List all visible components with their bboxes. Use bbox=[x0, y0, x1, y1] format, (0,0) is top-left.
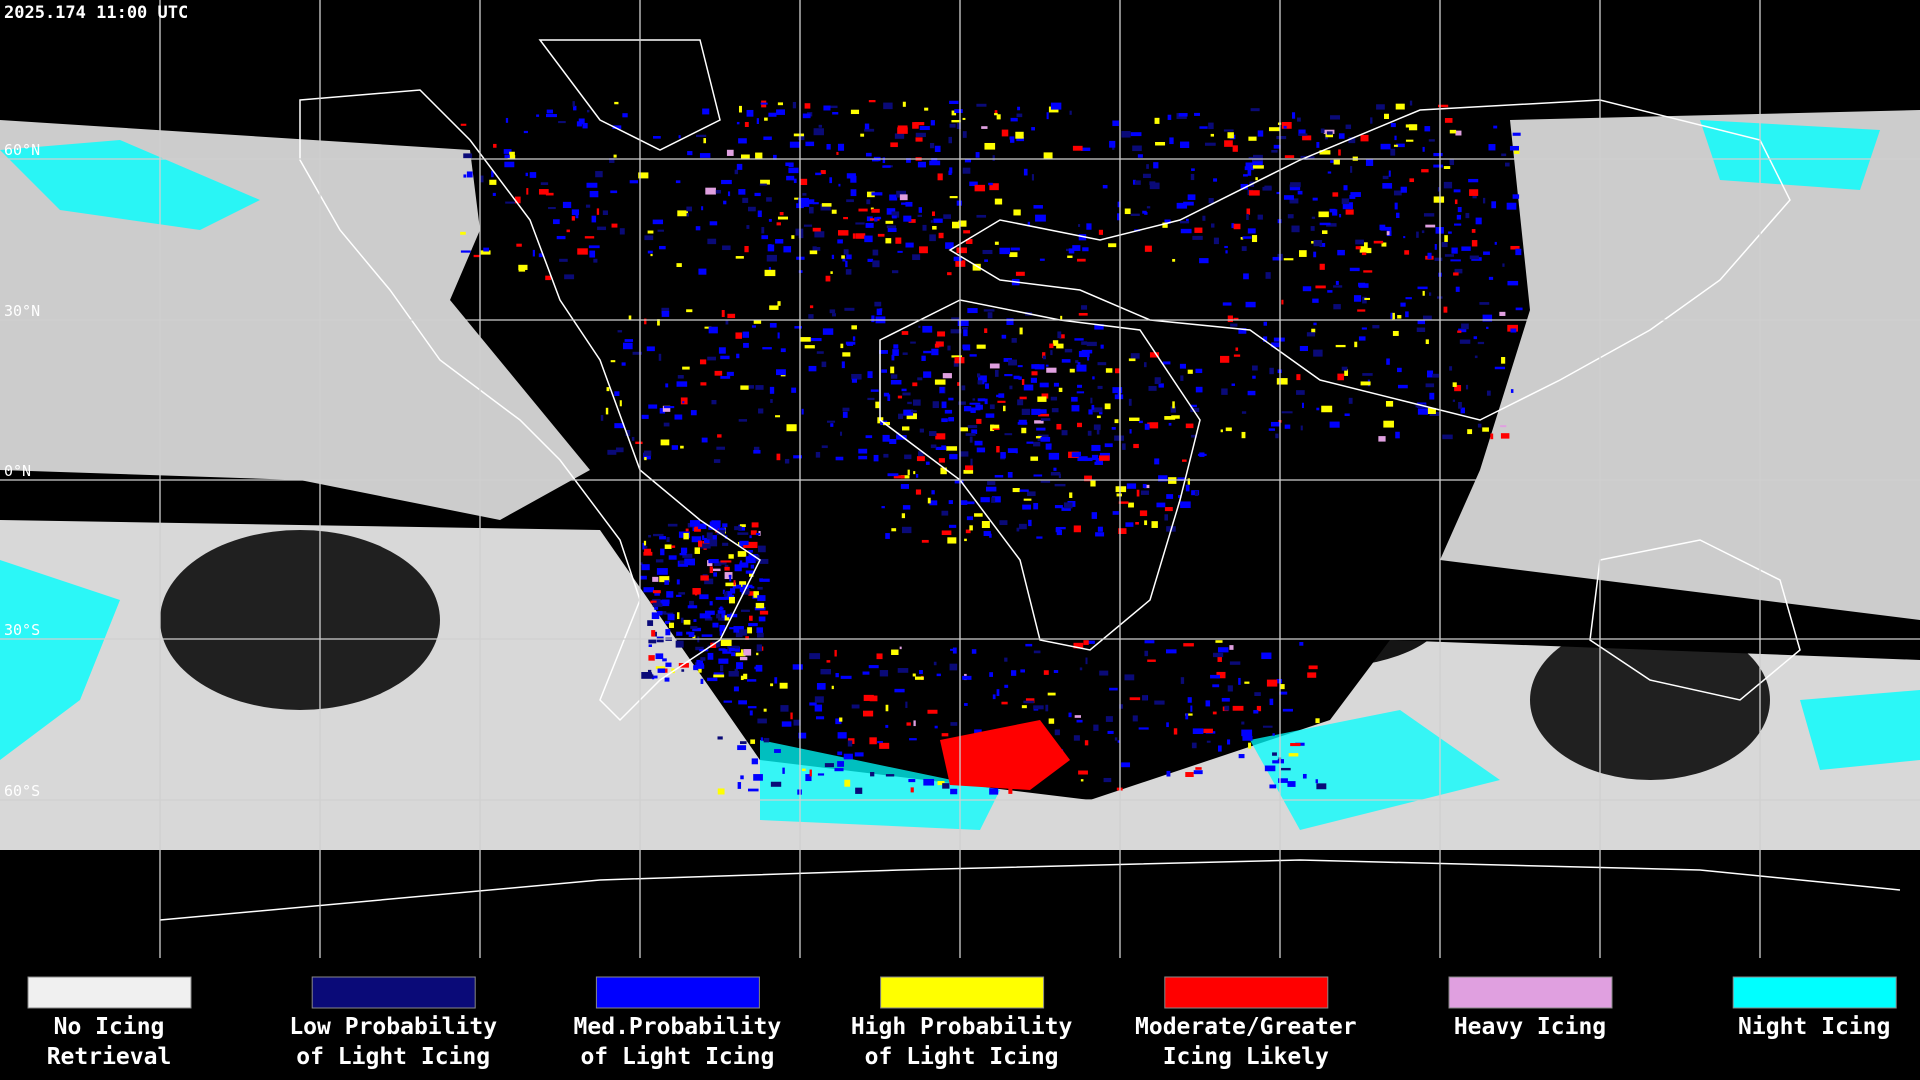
moderate-icing-area bbox=[940, 720, 1070, 790]
legend-label: Moderate/Greater bbox=[1135, 1014, 1357, 1040]
latitude-label: 0°N bbox=[4, 462, 31, 480]
icing-speckle bbox=[460, 100, 1523, 795]
latitude-label: 30°S bbox=[4, 621, 40, 639]
latitude-label: 60°N bbox=[4, 141, 40, 159]
legend-swatch bbox=[595, 976, 760, 1009]
legend-label: Med.Probability bbox=[574, 1014, 782, 1040]
legend-label: Heavy Icing bbox=[1454, 1014, 1606, 1040]
legend-label: No Icing bbox=[54, 1014, 165, 1040]
legend-swatch bbox=[1732, 976, 1897, 1009]
legend-label: of Light Icing bbox=[865, 1044, 1059, 1070]
legend-label: Retrieval bbox=[47, 1044, 172, 1070]
legend-swatch bbox=[1164, 976, 1329, 1009]
timestamp: 2025.174 11:00 UTC bbox=[4, 3, 188, 23]
graticule bbox=[0, 0, 1920, 958]
legend-swatch bbox=[880, 976, 1045, 1009]
legend-label: Night Icing bbox=[1738, 1014, 1890, 1040]
legend-label: Low Probability bbox=[289, 1014, 497, 1040]
legend-label: of Light Icing bbox=[296, 1044, 490, 1070]
latitude-label: 60°S bbox=[4, 782, 40, 800]
legend-label: of Light Icing bbox=[580, 1044, 774, 1070]
legend-swatch bbox=[27, 976, 192, 1009]
legend-label: Icing Likely bbox=[1163, 1044, 1329, 1070]
legend-label: High Probability bbox=[851, 1014, 1073, 1040]
latitude-label: 30°N bbox=[4, 302, 40, 320]
legend-swatch bbox=[1448, 976, 1613, 1009]
legend-swatch bbox=[311, 976, 476, 1009]
